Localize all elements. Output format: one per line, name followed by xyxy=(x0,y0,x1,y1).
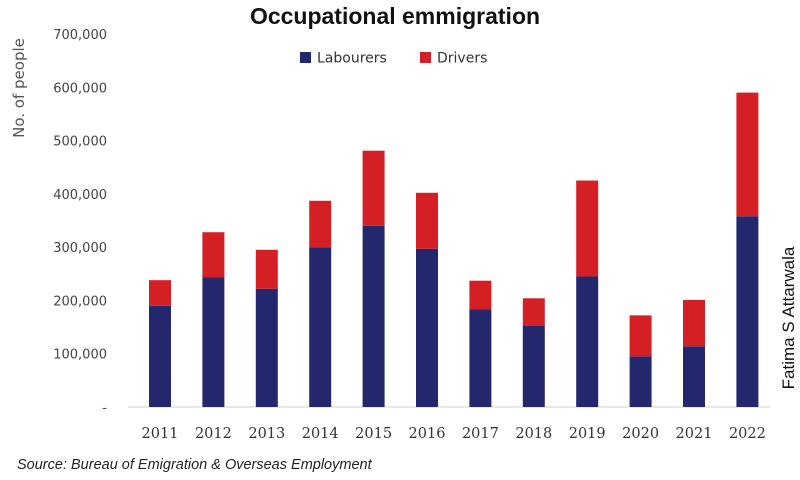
y-axis-ticks: - 100,000 200,000 300,000 400,000 500,000 600,… xyxy=(53,28,107,416)
x-tick-label: 2016 xyxy=(409,426,446,442)
source-note: Source: Bureau of Emigration & Overseas … xyxy=(17,457,373,473)
bar-drivers-2020 xyxy=(629,315,652,357)
bar-drivers-2015 xyxy=(362,150,385,226)
x-tick-label: 2011 xyxy=(142,426,179,442)
bar-labourers-2021 xyxy=(683,346,705,407)
x-tick-label: 2020 xyxy=(622,426,659,442)
bar-drivers-2018 xyxy=(522,298,545,327)
legend: Labourers Drivers xyxy=(300,51,487,67)
bar-drivers-2017 xyxy=(469,280,492,310)
legend-label-drivers: Drivers xyxy=(437,51,487,67)
x-tick-label: 2018 xyxy=(515,426,552,442)
bar-drivers-2014 xyxy=(309,200,332,248)
bar-drivers-2013 xyxy=(255,249,278,289)
x-axis-ticks: 2011 2012 2013 2014 2015 2016 2017 2018 2019 2020… xyxy=(142,426,766,442)
x-tick-label: 2013 xyxy=(248,426,285,442)
bars xyxy=(149,92,759,407)
chart-title: Occupational emmigration xyxy=(250,3,540,29)
x-tick-label: 2012 xyxy=(195,426,232,442)
bar-labourers-2017 xyxy=(469,309,492,407)
y-tick-label: 400,000 xyxy=(53,188,107,203)
bar-drivers-2016 xyxy=(416,192,438,249)
bar-drivers-2019 xyxy=(576,180,599,277)
legend-swatch-drivers xyxy=(420,52,431,63)
bar-labourers-2013 xyxy=(255,288,278,407)
x-tick-label: 2014 xyxy=(302,426,339,442)
legend-swatch-labourers xyxy=(300,52,311,63)
x-tick-label: 2019 xyxy=(569,426,606,442)
bar-labourers-2011 xyxy=(149,305,171,407)
x-tick-label: 2021 xyxy=(676,426,713,442)
x-tick-label: 2017 xyxy=(462,426,499,442)
y-tick-label: 300,000 xyxy=(53,241,107,256)
legend-label-labourers: Labourers xyxy=(317,51,387,67)
bar-drivers-2022 xyxy=(736,92,759,217)
bar-labourers-2016 xyxy=(416,248,438,407)
bar-drivers-2011 xyxy=(149,280,171,306)
bar-labourers-2022 xyxy=(736,216,759,407)
y-tick-label: - xyxy=(102,401,107,416)
y-tick-label: 600,000 xyxy=(53,81,107,96)
bar-drivers-2021 xyxy=(683,299,705,347)
bar-labourers-2019 xyxy=(576,276,599,407)
y-tick-label: 200,000 xyxy=(53,294,107,309)
bar-labourers-2015 xyxy=(362,225,385,407)
bar-labourers-2020 xyxy=(629,356,652,407)
bar-drivers-2012 xyxy=(202,232,225,278)
y-axis-label: No. of people xyxy=(10,38,28,138)
bar-labourers-2012 xyxy=(202,277,225,407)
y-tick-label: 100,000 xyxy=(53,348,107,363)
bar-labourers-2018 xyxy=(522,326,545,407)
y-tick-label: 500,000 xyxy=(53,135,107,150)
author-credit: Fatima S Attarwala xyxy=(779,246,798,389)
x-tick-label: 2015 xyxy=(355,426,392,442)
bar-labourers-2014 xyxy=(309,247,332,407)
y-tick-label: 700,000 xyxy=(53,28,107,43)
x-tick-label: 2022 xyxy=(729,426,766,442)
